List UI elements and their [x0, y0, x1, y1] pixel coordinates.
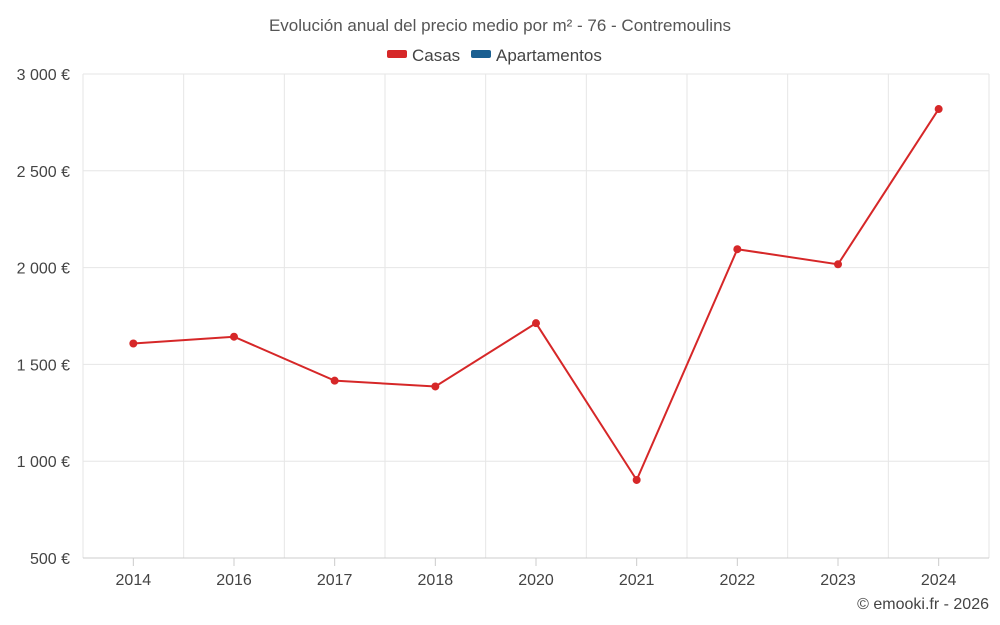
casas-point-2022[interactable]	[733, 245, 742, 254]
casas-point-2014[interactable]	[129, 339, 138, 348]
legend-label-casas: Casas	[412, 46, 460, 65]
x-tick-label: 2016	[216, 572, 252, 589]
x-tick-label: 2017	[317, 572, 353, 589]
y-tick-label: 3 000 €	[17, 67, 70, 84]
x-axis-ticks: 2014 2016 2017 2018 2020 2021 2022 2023 2024	[116, 558, 957, 589]
x-tick-label: 2020	[518, 572, 554, 589]
legend-label-apartamentos: Apartamentos	[496, 46, 602, 65]
casas-point-2020[interactable]	[532, 319, 540, 328]
legend: Casas Apartamentos	[387, 46, 602, 65]
y-tick-label: 2 500 €	[17, 164, 70, 181]
y-tick-label: 1 000 €	[17, 454, 70, 471]
legend-item-apartamentos[interactable]: Apartamentos	[471, 46, 602, 65]
x-tick-label: 2022	[720, 572, 756, 589]
y-axis-ticks: 500 € 1 000 € 1 500 € 2 000 € 2 500 € 3 000 €	[17, 67, 70, 568]
y-tick-label: 1 500 €	[17, 357, 70, 374]
x-tick-label: 2024	[921, 572, 957, 589]
casas-points	[129, 105, 943, 484]
legend-swatch-casas	[387, 50, 407, 58]
x-tick-label: 2021	[619, 572, 655, 589]
x-gridlines	[82, 74, 990, 558]
y-tick-label: 500 €	[30, 551, 70, 568]
casas-point-2023[interactable]	[834, 260, 842, 269]
casas-point-2016[interactable]	[230, 332, 238, 341]
casas-point-2024[interactable]	[934, 105, 943, 114]
series-casas	[129, 105, 943, 484]
y-tick-label: 2 000 €	[17, 261, 70, 278]
x-tick-label: 2014	[116, 572, 152, 589]
x-tick-label: 2018	[418, 572, 454, 589]
x-tick-label: 2023	[820, 572, 856, 589]
legend-swatch-apartamentos	[471, 50, 491, 58]
legend-item-casas[interactable]: Casas	[387, 46, 460, 65]
casas-point-2018[interactable]	[431, 382, 440, 391]
casas-point-2021[interactable]	[632, 475, 641, 484]
credit-text: © emooki.fr - 2026	[857, 596, 989, 613]
casas-point-2017[interactable]	[330, 376, 339, 385]
y-gridlines	[83, 73, 989, 462]
chart-title: Evolución anual del precio medio por m² …	[269, 16, 731, 35]
casas-line	[133, 108, 940, 483]
